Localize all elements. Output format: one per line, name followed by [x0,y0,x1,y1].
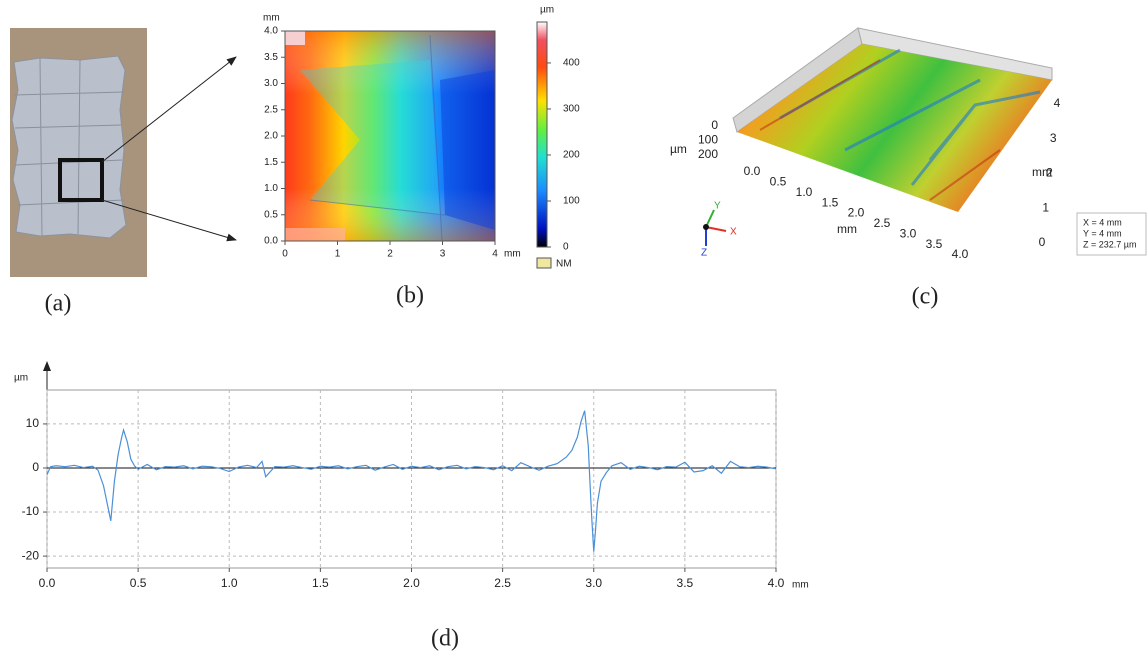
x-tick-label: 3.0 [585,576,602,590]
colorbar-tick-label: 300 [563,104,580,115]
y-tick-label: 2.0 [264,131,278,142]
y-tick-label: 3.0 [264,78,278,89]
nm-swatch [536,257,552,269]
y-tick-label: 3.5 [264,52,278,63]
zoom-arrow [101,56,237,163]
info-box [1076,212,1147,256]
colorbar-unit: µm [540,5,554,16]
y-tick-label: 1.5 [264,157,278,168]
info-text: X = 4 mm [1083,217,1122,227]
x-tick-label: 1 [335,249,341,260]
y-axis-label: mm [1032,165,1052,179]
axis-gizmo [703,209,727,246]
profile-line [46,410,777,552]
x-tick-label: 0.5 [770,175,787,189]
gizmo-x: X [730,227,737,238]
panel-label: (c) [912,284,939,310]
x-tick-label: 2.0 [403,576,420,590]
x-tick-label: 2.5 [874,216,891,230]
x-tick-label: 1.5 [312,576,329,590]
y-tick-label: 10 [26,416,40,430]
colorbar [536,21,548,248]
panel-label: (d) [431,626,459,652]
x-tick-label: 0 [282,249,288,260]
y-tick-label: 4 [1054,96,1061,110]
gizmo-y: Y [714,201,721,212]
y-tick-label: 0.5 [264,209,278,220]
colorbar-tick-label: 200 [563,150,580,161]
x-axis-label: mm [837,222,857,236]
nm-label: NM [556,259,572,270]
zoom-arrow [101,199,237,242]
x-tick-label: 3.0 [900,226,917,240]
x-tick-label: 3.5 [926,237,943,251]
height-map [284,30,496,242]
colorbar-tick-label: 400 [563,58,580,69]
x-tick-label: 4.0 [768,576,785,590]
x-tick-label: 4.0 [952,247,969,261]
y-tick-label: -10 [22,504,40,518]
y-tick-label: 3 [1050,131,1057,145]
x-tick-label: 3 [440,249,446,260]
panel-label: (b) [396,283,424,309]
panel-label: (a) [45,291,72,317]
x-tick-label: 4 [492,249,498,260]
y-tick-label: 2.5 [264,104,278,115]
x-unit: mm [792,580,809,591]
z-tick-label: 100 [698,133,718,147]
x-unit: mm [504,249,521,260]
y-tick-label: 1.0 [264,183,278,194]
y-tick-label: 0 [32,460,39,474]
y-tick-label: 0.0 [264,236,278,247]
y-tick-label: 1 [1042,200,1049,214]
photo [10,28,147,277]
x-tick-label: 0.0 [39,576,56,590]
info-text: Y = 4 mm [1083,228,1122,238]
x-tick-label: 1.0 [221,576,238,590]
z-tick-label: 200 [698,147,718,161]
y-tick-label: 2 [1046,166,1053,180]
y-tick-label: 4.0 [264,26,278,37]
surface-3d [732,27,1053,212]
y-unit: mm [263,13,280,24]
colorbar-tick-label: 100 [563,196,580,207]
x-tick-label: 1.0 [796,185,813,199]
x-tick-label: 3.5 [677,576,694,590]
x-tick-label: 2.0 [848,206,865,220]
info-text: Z = 232.7 µm [1083,239,1136,249]
colorbar-tick-label: 0 [563,242,569,253]
z-tick-label: 0 [711,118,718,132]
y-tick-label: 0 [1039,235,1046,249]
x-tick-label: 1.5 [822,195,839,209]
gizmo-z: Z [701,248,707,259]
y-unit: µm [14,373,28,384]
x-tick-label: 0.0 [744,164,761,178]
x-tick-label: 2.5 [494,576,511,590]
x-tick-label: 2 [387,249,393,260]
z-unit: µm [670,142,687,156]
y-tick-label: -20 [22,548,40,562]
x-tick-label: 0.5 [130,576,147,590]
